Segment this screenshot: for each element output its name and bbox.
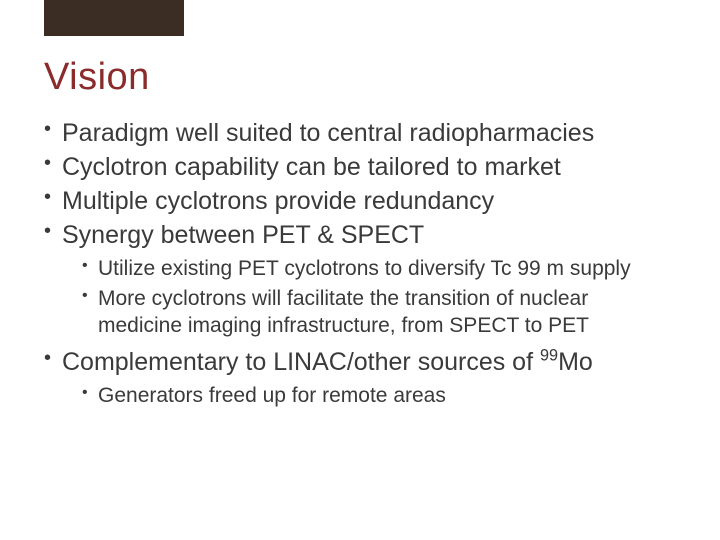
bullet-item: Paradigm well suited to central radiopha… bbox=[44, 117, 676, 149]
bullet-text-post: Mo bbox=[558, 348, 593, 376]
bullet-item: Cyclotron capability can be tailored to … bbox=[44, 151, 676, 183]
bullet-item: Synergy between PET & SPECT Utilize exis… bbox=[44, 219, 676, 340]
bullet-text: Synergy between PET & SPECT bbox=[62, 221, 424, 249]
sub-bullet-item: Generators freed up for remote areas bbox=[82, 382, 676, 410]
bullet-text-pre: Complementary to LINAC/other sources of bbox=[62, 348, 540, 376]
bullet-list: Paradigm well suited to central radiopha… bbox=[44, 117, 676, 410]
superscript: 99 bbox=[540, 347, 558, 365]
bullet-item: Complementary to LINAC/other sources of … bbox=[44, 346, 676, 410]
sub-bullet-item: Utilize existing PET cyclotrons to diver… bbox=[82, 255, 676, 283]
sub-bullet-item: More cyclotrons will facilitate the tran… bbox=[82, 285, 676, 340]
slide-title: Vision bbox=[44, 56, 676, 99]
accent-bar bbox=[44, 0, 184, 36]
slide: Vision Paradigm well suited to central r… bbox=[0, 0, 720, 540]
bullet-item: Multiple cyclotrons provide redundancy bbox=[44, 185, 676, 217]
sub-bullet-list: Utilize existing PET cyclotrons to diver… bbox=[62, 255, 676, 340]
sub-bullet-list: Generators freed up for remote areas bbox=[62, 382, 676, 410]
